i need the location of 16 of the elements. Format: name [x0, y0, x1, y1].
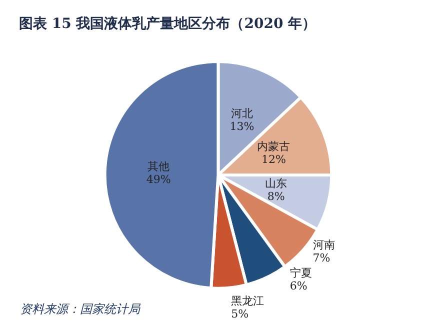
- data-label: 8%: [267, 190, 285, 203]
- data-label: 5%: [231, 307, 249, 320]
- data-label: 12%: [261, 152, 286, 166]
- slice-label: 内蒙古: [257, 140, 290, 153]
- slice-label: 其他: [148, 160, 170, 174]
- slice-label: 山东: [265, 176, 288, 190]
- slice-label: 宁夏: [290, 266, 312, 280]
- data-label: 7%: [312, 251, 330, 264]
- slice-label: 河南: [312, 238, 335, 252]
- slice-label: 黑龙江: [231, 294, 264, 308]
- data-label: 6%: [290, 279, 308, 292]
- text: 资料来源：国家统计局: [20, 302, 141, 316]
- data-label: 49%: [146, 173, 171, 186]
- slice-label: 河北: [230, 107, 253, 120]
- chart-title: 图表 15 我国液体乳产量地区分布（2020 年）: [19, 15, 316, 32]
- data-label: 13%: [230, 120, 254, 134]
